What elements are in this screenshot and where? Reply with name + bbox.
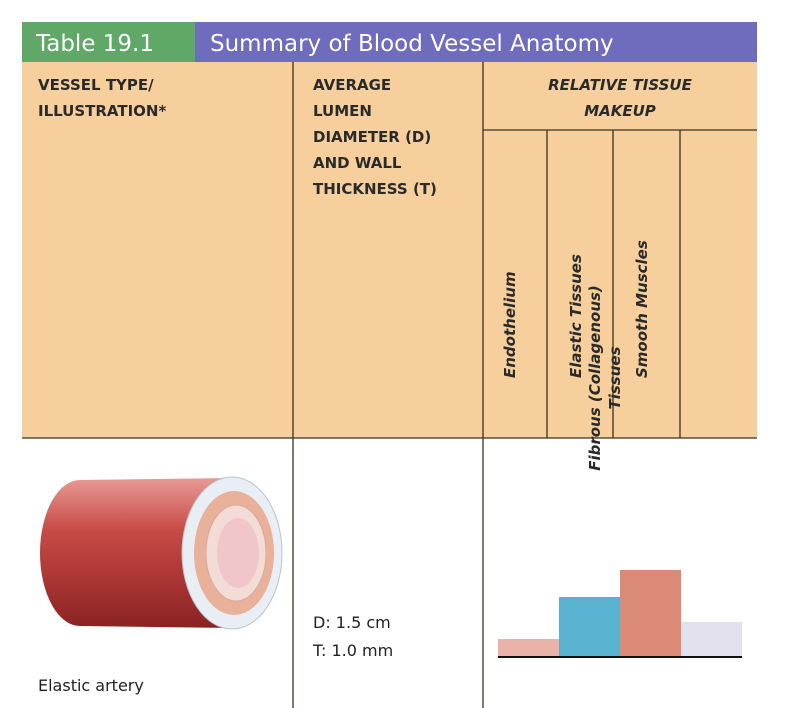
header-row: [22, 62, 757, 438]
rules: [22, 62, 757, 708]
table-number: Table 19.1: [35, 31, 154, 57]
vessel-name: Elastic artery: [38, 676, 144, 695]
makeup-bar: [559, 597, 620, 657]
column-heading: THICKNESS (T): [313, 180, 437, 198]
table-title: Summary of Blood Vessel Anatomy: [210, 31, 614, 57]
tissue-heading: Smooth Muscles: [633, 240, 651, 378]
makeup-bar: [620, 570, 681, 657]
artery-illustration: [40, 476, 283, 630]
diameter: D: 1.5 cm: [313, 613, 391, 632]
tissue-heading: Endothelium: [501, 271, 519, 378]
column-heading: ILLUSTRATION*: [38, 102, 166, 120]
column-heading: MAKEUP: [584, 102, 656, 120]
thickness: T: 1.0 mm: [312, 641, 393, 660]
column-heading: VESSEL TYPE/: [38, 76, 154, 94]
column-heading: AND WALL: [313, 154, 402, 172]
makeup-bar: [681, 622, 742, 657]
tissue-heading: Tissues: [606, 346, 624, 409]
tissue-heading: Fibrous (Collagenous): [586, 285, 604, 471]
column-heading: AVERAGE: [313, 76, 391, 94]
column-heading: LUMEN: [313, 102, 372, 120]
column-heading: RELATIVE TISSUE: [548, 76, 692, 94]
number-band: [22, 22, 195, 62]
tissue-heading: Elastic Tissues: [567, 254, 585, 378]
column-heading: DIAMETER (D): [313, 128, 431, 146]
title-band: [195, 22, 757, 62]
makeup-bar: [498, 639, 559, 657]
